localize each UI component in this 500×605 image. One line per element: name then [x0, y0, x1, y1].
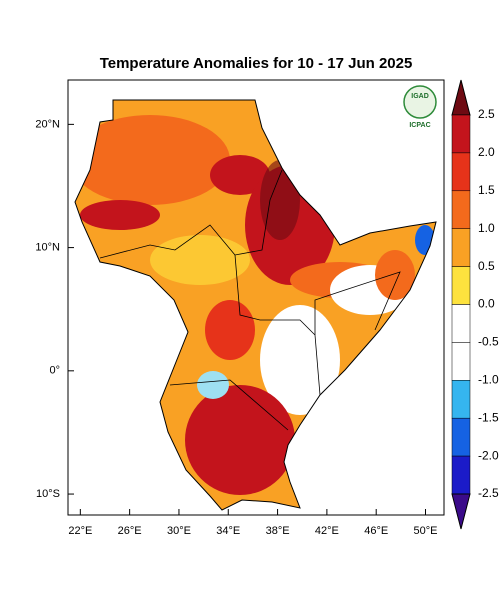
colorbar-band: [451, 190, 471, 229]
x-tick-label: 26°E: [118, 525, 142, 537]
colorbar-band: [451, 152, 471, 192]
colorbar-label: 2.5: [478, 107, 495, 121]
colorbar-band: [451, 380, 471, 419]
x-tick-label: 38°E: [266, 525, 290, 537]
colorbar-band: [451, 228, 471, 267]
title: Temperature Anomalies for 10 - 17 Jun 20…: [100, 55, 413, 72]
y-tick-label: 10°N: [35, 241, 60, 253]
y-tick-label: 10°S: [36, 488, 60, 500]
colorbar-arrow-bottom: [451, 493, 471, 530]
x-tick-label: 34°E: [216, 525, 240, 537]
x-tick-label: 50°E: [414, 525, 438, 537]
colorbar-label: 2.0: [478, 145, 495, 159]
colorbar-label: -0.5: [478, 335, 499, 349]
x-tick-label: 46°E: [364, 525, 388, 537]
y-tick-label: 0°: [49, 365, 60, 377]
x-tick-label: 42°E: [315, 525, 339, 537]
colorbar-label: -2.0: [478, 448, 499, 462]
x-tick-label: 30°E: [167, 525, 191, 537]
x-tick-label: 22°E: [68, 525, 92, 537]
colorbar-band: [451, 266, 471, 305]
colorbar-label: -2.5: [478, 486, 499, 500]
logo-mark: [403, 85, 437, 119]
border: [314, 271, 401, 335]
colorbar-band: [451, 304, 471, 343]
colorbar-band: [451, 114, 471, 154]
colorbar-band: [451, 455, 471, 495]
colorbar-label: 1.0: [478, 221, 495, 235]
colorbar-arrow-top: [451, 79, 471, 116]
region-outline: [74, 99, 437, 511]
colorbar-label: 0.0: [478, 297, 495, 311]
border: [234, 254, 321, 396]
logo-org: ICPAC: [409, 122, 430, 129]
border: [169, 379, 289, 431]
colorbar-label: 0.5: [478, 259, 495, 273]
colorbar-label: -1.5: [478, 410, 499, 424]
logo-name: IGAD: [411, 93, 429, 100]
y-tick-label: 20°N: [35, 118, 60, 130]
colorbar-label: 1.5: [478, 183, 495, 197]
border: [99, 169, 283, 259]
colorbar-label: -1.0: [478, 372, 499, 386]
colorbar-band: [451, 417, 471, 457]
colorbar-band: [451, 342, 471, 381]
